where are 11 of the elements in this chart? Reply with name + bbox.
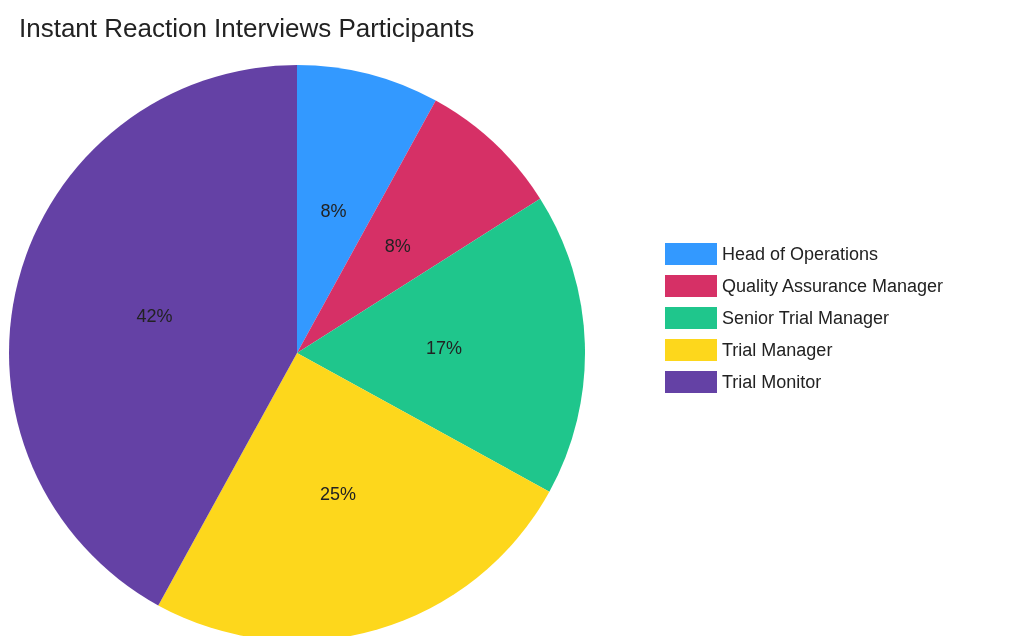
- data-label: 8%: [384, 235, 411, 256]
- legend-label: Senior Trial Manager: [722, 308, 890, 328]
- legend-label: Quality Assurance Manager: [722, 276, 944, 296]
- data-label: 17%: [425, 338, 462, 359]
- legend-label: Trial Monitor: [722, 372, 822, 392]
- data-label: 25%: [320, 484, 357, 505]
- legend-label: Head of Operations: [722, 244, 879, 264]
- chart-title: Instant Reaction Interviews Participants: [19, 13, 475, 43]
- legend-label: Trial Manager: [722, 340, 833, 360]
- data-label: 42%: [136, 306, 173, 327]
- data-label: 8%: [320, 200, 347, 221]
